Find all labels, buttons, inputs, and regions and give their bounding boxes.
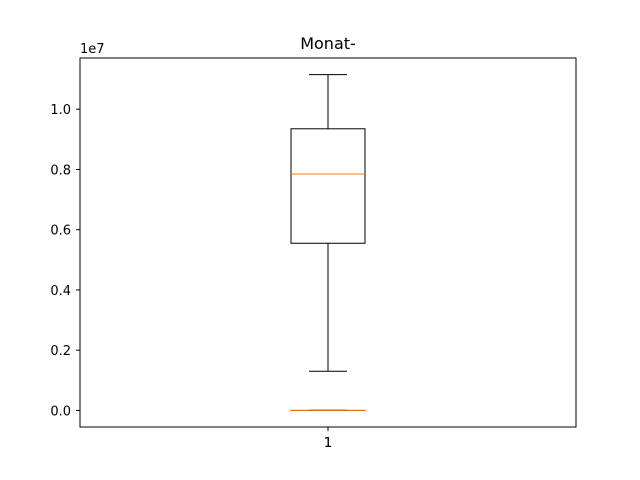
chart-title: Monat- [300,34,356,53]
y-tick-label: 1.0 [50,103,71,118]
box [290,128,366,244]
y-tick-label: 0.6 [50,224,71,239]
y-tick-label: 0.4 [50,284,71,299]
y-tick-label: 0.0 [50,404,71,419]
y-tick-label: 0.8 [50,163,71,178]
y-axis-scale-label: 1e7 [80,42,105,57]
y-tick-label: 0.2 [50,344,71,359]
x-tick-label: 1 [324,436,332,451]
plot-area: 0.00.20.40.60.81.011 [50,57,577,451]
x-tick-label: 1 [324,436,332,451]
